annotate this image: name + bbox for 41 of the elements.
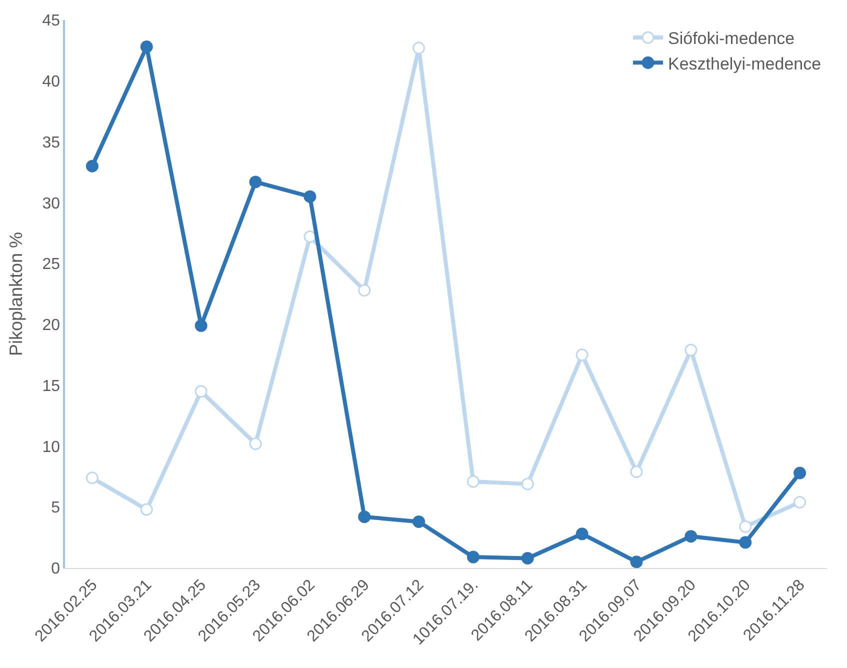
point <box>794 496 806 508</box>
y-axis-title: Pikoplankton % <box>6 232 26 356</box>
point <box>86 160 98 172</box>
point <box>684 344 698 356</box>
point <box>739 520 752 533</box>
y-tick-label: 25 <box>42 256 60 274</box>
point <box>466 550 480 564</box>
point <box>358 510 371 524</box>
point <box>194 385 208 398</box>
y-tick-label: 20 <box>42 317 60 334</box>
y-tick-label: 45 <box>42 12 60 30</box>
point <box>249 438 262 450</box>
point <box>466 475 480 488</box>
point <box>630 466 643 478</box>
point <box>739 536 752 549</box>
y-tick-label: 30 <box>42 195 60 212</box>
point <box>249 176 262 188</box>
point <box>521 552 534 565</box>
point <box>358 284 371 297</box>
y-tick-label: 35 <box>42 134 60 152</box>
point <box>412 42 426 54</box>
point <box>140 503 153 516</box>
y-tick-label: 10 <box>42 438 60 456</box>
point <box>630 556 643 568</box>
y-tick-label: 40 <box>42 73 60 90</box>
y-tick-label: 15 <box>42 378 60 395</box>
legend-label: Siófoki-medence <box>668 29 795 48</box>
point <box>86 472 98 484</box>
point <box>576 348 588 362</box>
point <box>304 230 316 244</box>
y-tick-label: 5 <box>51 500 60 517</box>
point <box>521 478 534 490</box>
point <box>684 530 698 543</box>
point <box>412 515 426 528</box>
legend-label: Keszthelyi-medence <box>668 54 822 74</box>
y-tick-label: 0 <box>51 560 60 578</box>
point <box>140 40 153 54</box>
point <box>576 528 588 540</box>
point <box>304 190 316 203</box>
point <box>194 319 208 332</box>
point <box>794 466 806 480</box>
